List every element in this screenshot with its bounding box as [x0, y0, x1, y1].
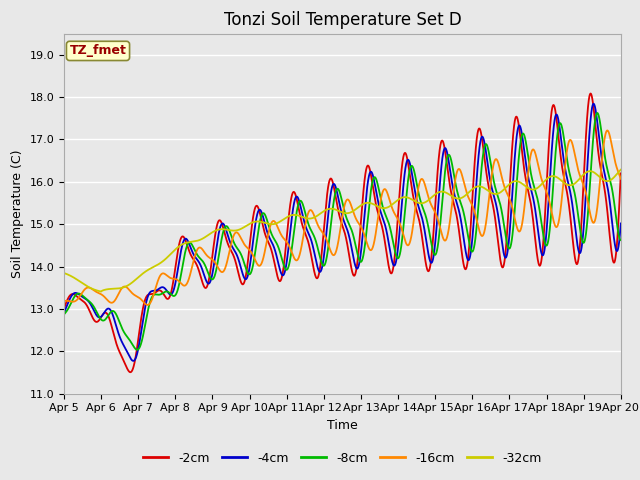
X-axis label: Time: Time	[327, 419, 358, 432]
Title: Tonzi Soil Temperature Set D: Tonzi Soil Temperature Set D	[223, 11, 461, 29]
Y-axis label: Soil Temperature (C): Soil Temperature (C)	[11, 149, 24, 278]
Legend: -2cm, -4cm, -8cm, -16cm, -32cm: -2cm, -4cm, -8cm, -16cm, -32cm	[138, 447, 547, 469]
Text: TZ_fmet: TZ_fmet	[70, 44, 127, 58]
